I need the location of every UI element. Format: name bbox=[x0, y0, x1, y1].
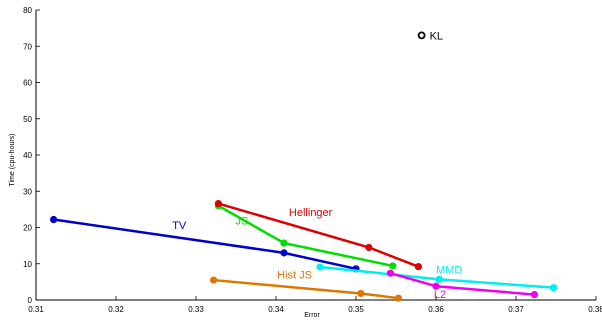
data-point-l2 bbox=[432, 282, 440, 290]
data-point-hellinger bbox=[214, 199, 222, 208]
data-point-hellinger bbox=[414, 263, 422, 271]
x-tick-label: 0.35 bbox=[348, 305, 364, 314]
data-point-tv bbox=[280, 249, 288, 257]
data-point-l2 bbox=[530, 290, 539, 299]
x-axis-title: Error bbox=[304, 312, 320, 319]
series-hist-js bbox=[210, 276, 402, 302]
series-label-mmd: MMD bbox=[436, 264, 462, 276]
series-label-hellinger: Hellinger bbox=[289, 207, 333, 219]
data-point-hist-js bbox=[394, 294, 402, 302]
series-label-tv: TV bbox=[172, 220, 187, 232]
data-point-mmd bbox=[316, 263, 324, 271]
x-tick-label: 0.32 bbox=[108, 305, 124, 314]
y-tick-label: 20 bbox=[23, 224, 32, 233]
y-tick-label: 60 bbox=[23, 79, 32, 88]
series-label-l2: L2 bbox=[434, 289, 446, 301]
axes: 0.31 0.32 0.33 0.34 0.35 0.36 0.37 0.38 0 10 20 30 4… bbox=[9, 6, 602, 319]
data-point-kl bbox=[417, 31, 426, 40]
x-tick-label: 0.34 bbox=[268, 305, 284, 314]
data-point-hist-js bbox=[210, 276, 218, 284]
data-point-mmd bbox=[550, 284, 558, 292]
y-tick-label: 80 bbox=[23, 6, 32, 15]
y-tick-label: 40 bbox=[23, 151, 32, 160]
marker-kl bbox=[417, 31, 426, 40]
x-tick-label: 0.36 bbox=[428, 305, 444, 314]
data-point-tv bbox=[50, 215, 58, 224]
marker-label-kl: KL bbox=[430, 30, 443, 42]
y-tick-label: 10 bbox=[23, 260, 32, 269]
labels-layer: TV JS Hellinger MMD L2 Hist JS KL bbox=[172, 30, 462, 301]
data-point-l2 bbox=[386, 269, 394, 277]
x-tick-label: 0.38 bbox=[588, 305, 602, 314]
y-tick-label: 0 bbox=[28, 296, 33, 305]
x-tick-label: 0.33 bbox=[188, 305, 204, 314]
series-hellinger bbox=[214, 199, 422, 271]
y-tick-label: 70 bbox=[23, 42, 32, 51]
series-label-hist-js: Hist JS bbox=[277, 269, 312, 281]
series-line-hist-js bbox=[213, 278, 399, 300]
data-point-hist-js bbox=[357, 289, 365, 298]
series-l2 bbox=[386, 269, 539, 299]
data-point-js bbox=[280, 239, 288, 247]
data-point-hellinger bbox=[365, 243, 373, 252]
y-tick-label: 30 bbox=[23, 187, 32, 196]
y-tick-label: 50 bbox=[23, 115, 32, 124]
data-point-js bbox=[389, 262, 397, 270]
y-axis-title: Time (cpu-hours) bbox=[9, 133, 16, 186]
series-label-js: JS bbox=[235, 216, 248, 228]
x-tick-label: 0.31 bbox=[28, 305, 44, 314]
series-line-tv bbox=[53, 218, 357, 271]
series-mmd bbox=[316, 263, 558, 292]
data-point-mmd bbox=[435, 275, 443, 283]
series-layer bbox=[50, 31, 558, 302]
series-tv bbox=[50, 215, 360, 273]
x-tick-label: 0.37 bbox=[508, 305, 524, 314]
